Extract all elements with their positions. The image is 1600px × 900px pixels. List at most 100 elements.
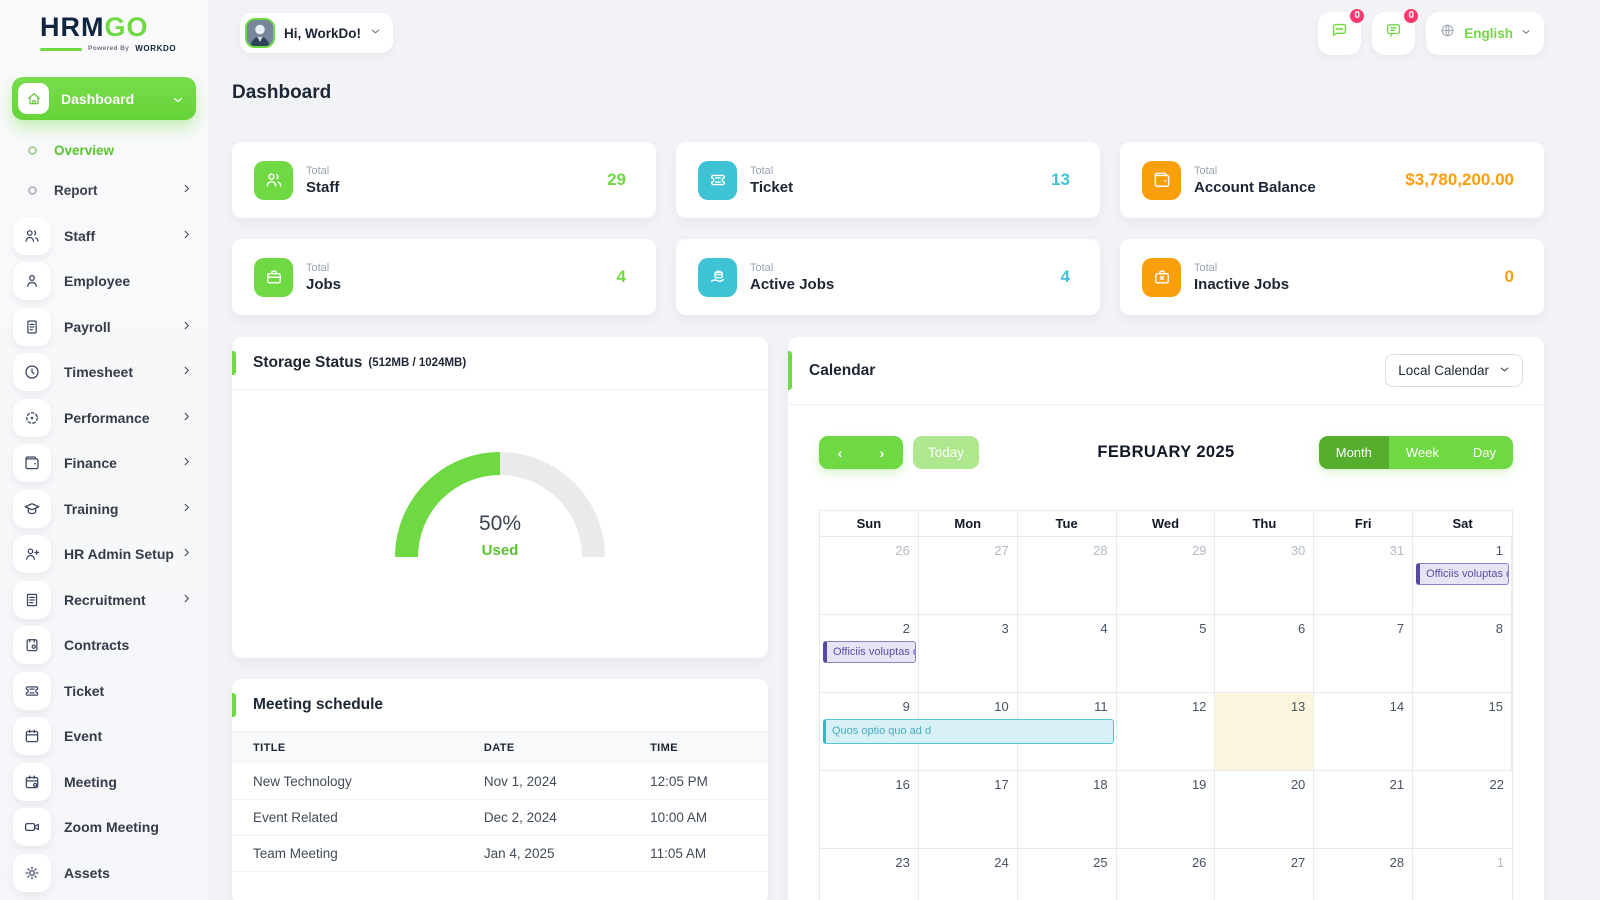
calendar-event[interactable]: Officiis voluptas c bbox=[823, 641, 916, 663]
day-header-tue: Tue bbox=[1017, 511, 1117, 537]
calendar-day-23[interactable]: 23 bbox=[820, 849, 919, 900]
calendar-day-15[interactable]: 15 bbox=[1413, 693, 1512, 771]
view-week-button[interactable]: Week bbox=[1388, 436, 1456, 469]
stat-card-caption: Total bbox=[1194, 261, 1218, 274]
calendar-day-28[interactable]: 28 bbox=[1314, 849, 1414, 900]
calendar-day-12[interactable]: 12 bbox=[1116, 693, 1216, 771]
sidebar-item-overview[interactable]: Overview bbox=[0, 130, 208, 170]
calendar-day-27-muted[interactable]: 27 bbox=[918, 537, 1018, 615]
language-label: English bbox=[1464, 25, 1513, 41]
stat-card-value: 4 bbox=[616, 267, 626, 286]
next-month-button[interactable]: › bbox=[861, 436, 903, 469]
calendar-day-5[interactable]: 5 bbox=[1116, 615, 1216, 693]
training-icon bbox=[13, 489, 51, 528]
notifications-button[interactable]: 0 bbox=[1372, 6, 1421, 55]
sidebar-item-finance[interactable]: Finance bbox=[0, 441, 208, 487]
calendar-day-1[interactable]: 1 bbox=[1413, 537, 1512, 615]
calendar-day-13[interactable]: 13 bbox=[1215, 693, 1315, 771]
stat-card-caption: Total bbox=[750, 261, 774, 274]
sidebar-nav: Staff Employee Payroll Timesheet Perform… bbox=[0, 213, 208, 896]
sidebar-item-dashboard[interactable]: Dashboard bbox=[12, 77, 196, 120]
sidebar-item-event[interactable]: Event bbox=[0, 714, 208, 760]
sidebar-item-label: Meeting bbox=[64, 773, 117, 790]
calendar-day-21[interactable]: 21 bbox=[1314, 771, 1414, 849]
user-menu[interactable]: Hi, WorkDo! bbox=[240, 13, 393, 53]
sidebar-item-payroll[interactable]: Payroll bbox=[0, 304, 208, 350]
chevron-right-icon bbox=[181, 500, 192, 518]
calendar-day-8[interactable]: 8 bbox=[1413, 615, 1512, 693]
sidebar-item-recruitment[interactable]: Recruitment bbox=[0, 577, 208, 623]
calendar-event[interactable]: Officiis voluptas c bbox=[1416, 563, 1509, 585]
calendar-day-17[interactable]: 17 bbox=[918, 771, 1018, 849]
calendar-day-18[interactable]: 18 bbox=[1017, 771, 1117, 849]
chevron-right-icon bbox=[181, 181, 192, 199]
storage-card-header: Storage Status (512MB / 1024MB) bbox=[232, 337, 768, 390]
calendar-day-27[interactable]: 27 bbox=[1215, 849, 1315, 900]
calendar-day-26[interactable]: 26 bbox=[1117, 849, 1216, 900]
sidebar-item-report[interactable]: Report bbox=[0, 170, 208, 210]
calendar-day-31-muted[interactable]: 31 bbox=[1314, 537, 1414, 615]
sidebar-item-label: Training bbox=[64, 500, 119, 517]
messenger-button[interactable]: 0 bbox=[1318, 6, 1367, 55]
sidebar-item-label: Finance bbox=[64, 455, 117, 472]
sidebar-item-zoom-meeting[interactable]: Zoom Meeting bbox=[0, 805, 208, 851]
job-offer-icon bbox=[698, 257, 737, 297]
calendar-day-29-muted[interactable]: 29 bbox=[1116, 537, 1216, 615]
powered-by-label: Powered By bbox=[88, 44, 130, 52]
wallet-icon bbox=[1142, 160, 1181, 200]
prev-month-button[interactable]: ‹ bbox=[819, 436, 861, 469]
calendar-day-28-muted[interactable]: 28 bbox=[1017, 537, 1117, 615]
calendar-day-30-muted[interactable]: 30 bbox=[1215, 537, 1315, 615]
calendar-day-2[interactable]: 2 bbox=[820, 615, 919, 693]
meeting-schedule-card: Meeting schedule TITLE DATE TIME New Techn… bbox=[232, 679, 768, 900]
chevron-right-icon bbox=[181, 227, 192, 245]
calendar-day-11[interactable]: 11 bbox=[1017, 693, 1117, 771]
calendar-day-3[interactable]: 3 bbox=[918, 615, 1018, 693]
calendar-day-14[interactable]: 14 bbox=[1314, 693, 1414, 771]
today-button[interactable]: Today bbox=[913, 436, 980, 469]
staff-icon bbox=[254, 160, 293, 200]
sidebar-item-assets[interactable]: Assets bbox=[0, 850, 208, 896]
storage-subtitle: (512MB / 1024MB) bbox=[368, 357, 467, 369]
stat-card-text: Total Active Jobs bbox=[750, 262, 1061, 293]
stat-card-text: Total Ticket bbox=[750, 165, 1051, 196]
calendar-day-24[interactable]: 24 bbox=[919, 849, 1018, 900]
calendar-day-20[interactable]: 20 bbox=[1215, 771, 1315, 849]
calendar-day-1-muted[interactable]: 1 bbox=[1496, 855, 1504, 870]
sidebar-item-ticket[interactable]: Ticket bbox=[0, 668, 208, 714]
meeting-column-date: DATE bbox=[483, 732, 651, 764]
calendar-day-7[interactable]: 7 bbox=[1314, 615, 1414, 693]
meeting-table-body: New Technology Nov 1, 2024 12:05 PM Even… bbox=[232, 764, 768, 872]
sidebar-item-training[interactable]: Training bbox=[0, 486, 208, 532]
briefcase-x-icon bbox=[1142, 257, 1181, 297]
calendar-day-22[interactable]: 22 bbox=[1413, 771, 1512, 849]
sidebar-item-employee[interactable]: Employee bbox=[0, 259, 208, 305]
view-month-button[interactable]: Month bbox=[1318, 436, 1389, 469]
stat-card-caption: Total bbox=[1194, 164, 1218, 177]
sidebar-item-timesheet[interactable]: Timesheet bbox=[0, 350, 208, 396]
calendar-day-16[interactable]: 16 bbox=[820, 771, 919, 849]
calendar-day-26-muted[interactable]: 26 bbox=[820, 537, 919, 615]
sidebar-item-meeting[interactable]: Meeting bbox=[0, 759, 208, 805]
timesheet-icon bbox=[13, 353, 51, 392]
calendar-event[interactable]: Quos optio quo ad d bbox=[823, 719, 1114, 744]
calendar-source-select[interactable]: Local Calendar bbox=[1385, 354, 1523, 387]
sidebar-item-contracts[interactable]: Contracts bbox=[0, 623, 208, 669]
calendar-day-19[interactable]: 19 bbox=[1116, 771, 1216, 849]
stat-card-caption: Total bbox=[750, 164, 774, 177]
calendar-day-4[interactable]: 4 bbox=[1017, 615, 1117, 693]
calendar-day-6[interactable]: 6 bbox=[1215, 615, 1315, 693]
meeting-icon bbox=[13, 762, 51, 801]
meeting-title-cell: Event Related bbox=[232, 799, 484, 836]
language-selector[interactable]: English bbox=[1426, 11, 1544, 55]
message-icon bbox=[1384, 21, 1403, 45]
sidebar-item-performance[interactable]: Performance bbox=[0, 395, 208, 441]
sidebar-item-staff[interactable]: Staff bbox=[0, 213, 208, 259]
meeting-column-time: TIME bbox=[650, 732, 768, 764]
view-day-button[interactable]: Day bbox=[1455, 436, 1513, 469]
sidebar-item-hr-admin-setup[interactable]: HR Admin Setup bbox=[0, 532, 208, 578]
stat-card-value: $3,780,200.00 bbox=[1405, 170, 1514, 189]
sidebar-item-label: Timesheet bbox=[64, 364, 133, 381]
calendar-day-25[interactable]: 25 bbox=[1018, 849, 1117, 900]
